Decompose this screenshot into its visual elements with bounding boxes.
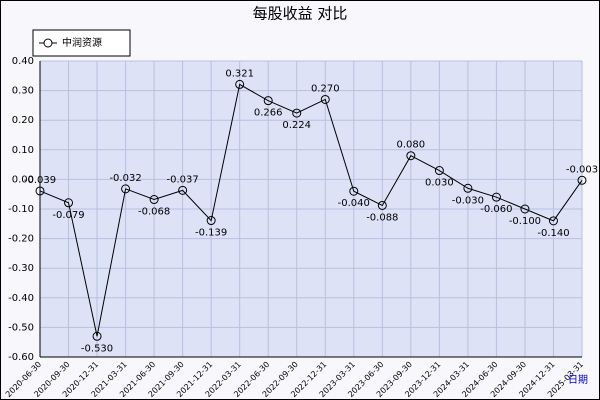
data-label: -0.139 xyxy=(195,228,227,239)
y-tick-label: -0.60 xyxy=(8,352,34,363)
data-label: 0.270 xyxy=(311,83,340,94)
y-tick-label: 0.20 xyxy=(12,115,34,126)
y-tick-label: -0.40 xyxy=(8,293,34,304)
point xyxy=(292,108,302,118)
point xyxy=(548,216,558,226)
x-axis-label: 日期 xyxy=(568,374,588,386)
point xyxy=(121,184,131,194)
point xyxy=(463,183,473,193)
point xyxy=(64,198,74,208)
data-label: -0.037 xyxy=(167,174,199,185)
data-label: 0.030 xyxy=(425,178,454,189)
y-tick-label: 0.30 xyxy=(12,86,34,97)
chart-title: 每股收益 对比 xyxy=(253,5,348,23)
y-tick-label: -0.50 xyxy=(8,322,34,333)
point xyxy=(320,94,330,104)
y-tick-label: -0.20 xyxy=(8,234,34,245)
point xyxy=(35,186,45,196)
point xyxy=(92,331,102,341)
data-label: -0.079 xyxy=(52,210,84,221)
data-label: -0.060 xyxy=(480,204,512,215)
legend: 中润资源 xyxy=(32,29,131,57)
data-label: 0.224 xyxy=(282,120,311,131)
point xyxy=(349,186,359,196)
data-label: -0.140 xyxy=(537,228,569,239)
data-label: -0.040 xyxy=(338,198,370,209)
data-label: -0.088 xyxy=(366,212,398,223)
point xyxy=(377,200,387,210)
y-tick-label: -0.10 xyxy=(8,204,34,215)
point xyxy=(149,195,159,205)
point xyxy=(434,166,444,176)
point xyxy=(235,79,245,89)
point xyxy=(178,185,188,195)
point xyxy=(577,175,587,185)
data-label: -0.003 xyxy=(566,164,598,175)
data-label: -0.030 xyxy=(452,195,484,206)
y-tick-label: 0.10 xyxy=(12,145,34,156)
point xyxy=(520,204,530,214)
data-label: -0.068 xyxy=(138,207,170,218)
legend-label: 中润资源 xyxy=(62,36,102,49)
series-line xyxy=(39,83,583,337)
y-tick-label: 0.40 xyxy=(12,56,34,67)
data-label: -0.100 xyxy=(509,216,541,227)
data-label: -0.039 xyxy=(24,175,56,186)
y-tick-label: 0.00 xyxy=(12,174,34,185)
point xyxy=(406,151,416,161)
data-label: 0.321 xyxy=(225,68,254,79)
point xyxy=(206,216,216,226)
data-label: 0.266 xyxy=(254,108,283,119)
data-label: -0.530 xyxy=(81,343,113,354)
point xyxy=(491,192,501,202)
y-tick-label: -0.30 xyxy=(8,263,34,274)
point xyxy=(263,96,273,106)
data-label: 0.080 xyxy=(397,140,426,151)
legend-marker xyxy=(43,38,53,48)
data-label: -0.032 xyxy=(109,173,141,184)
